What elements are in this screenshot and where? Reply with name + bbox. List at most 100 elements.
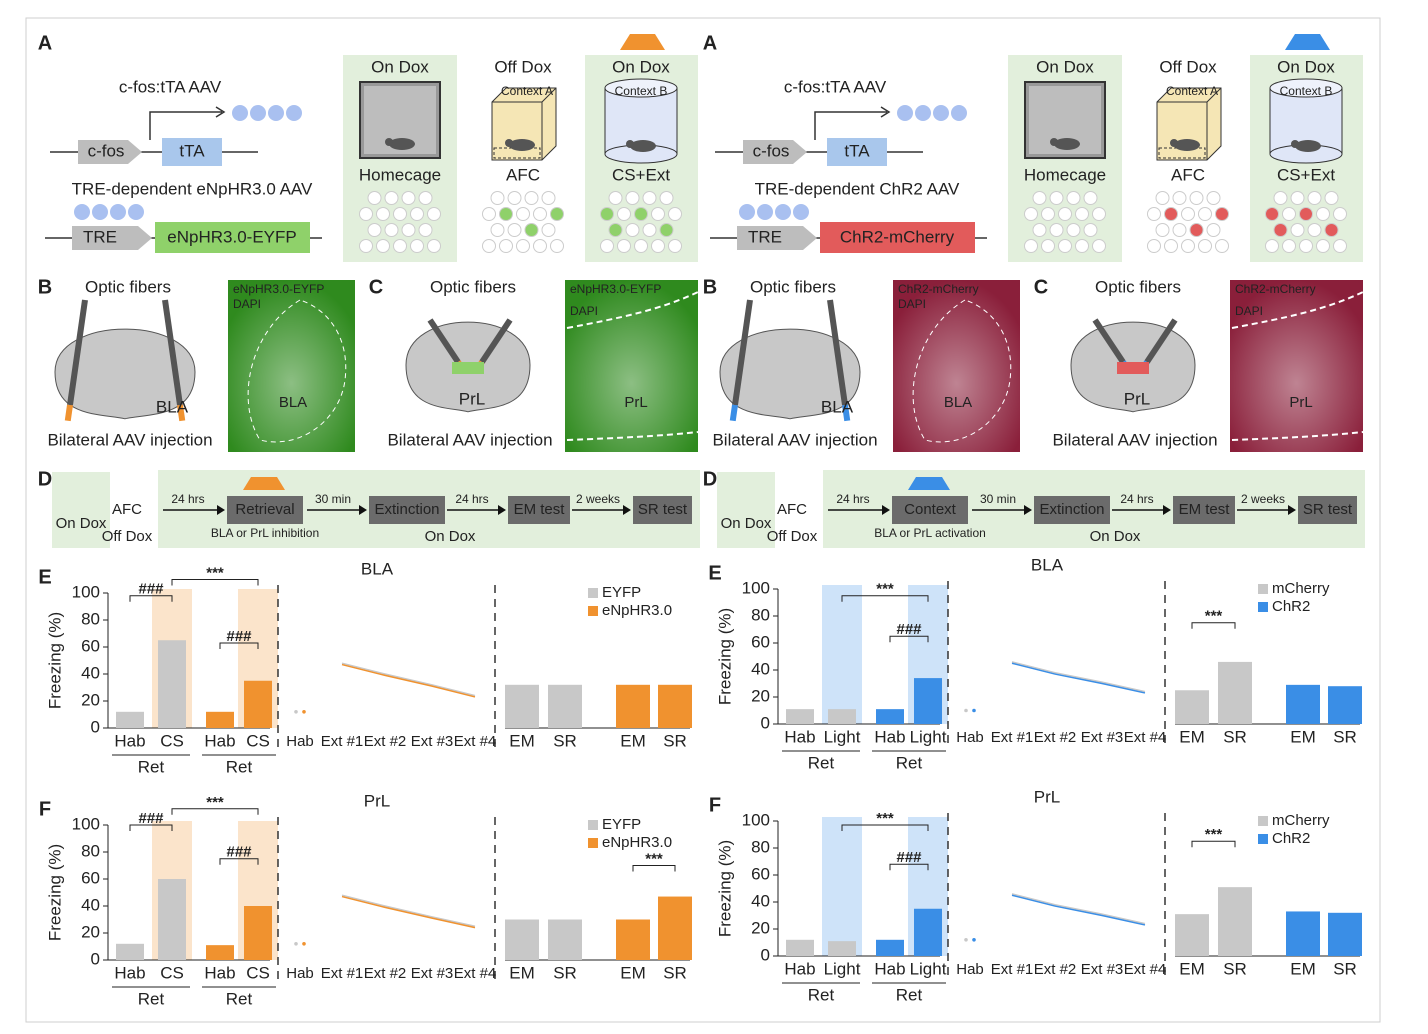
label: EM test: [1179, 501, 1231, 518]
significance: ***: [206, 564, 224, 581]
bar: [206, 711, 234, 728]
bar: [828, 709, 856, 724]
half: Ac-fos:tTA AAV c-fos tTA TRE-dependent eNpH…: [38, 32, 700, 548]
line: [341, 662, 476, 697]
x-tick-label: Hab: [204, 731, 235, 750]
label: EM test: [514, 501, 566, 518]
protein: [915, 105, 931, 121]
group-label: Ret: [226, 989, 253, 1008]
label: AFC: [1171, 165, 1205, 184]
protein: [793, 204, 809, 220]
legend-swatch: [1258, 834, 1268, 844]
x-tick-label: EM: [509, 963, 535, 982]
bar: [876, 709, 904, 724]
bar: [244, 680, 272, 728]
context-a-edge: [492, 87, 557, 160]
fiber-tip: [842, 404, 851, 422]
bar: [1218, 887, 1252, 956]
bar: [158, 640, 186, 728]
label: Bilateral AAV injection: [47, 430, 212, 449]
line: [341, 894, 476, 927]
bar: [116, 943, 144, 960]
label: tTA: [844, 141, 870, 160]
cell: [1198, 207, 1212, 221]
transcription-arrow: [814, 106, 891, 140]
protein: [128, 204, 144, 220]
bar: [658, 684, 692, 728]
x-tick-label: Hab: [956, 729, 984, 746]
x-tick-label: Ext #3: [411, 965, 454, 982]
line: [1011, 893, 1146, 925]
point: [972, 938, 976, 942]
legend-swatch: [588, 606, 598, 616]
cell: [608, 223, 623, 237]
label: BLA or PrL inhibition: [211, 526, 319, 540]
legend-swatch: [1258, 602, 1268, 612]
cell: [1164, 239, 1178, 253]
bar: [505, 684, 539, 728]
y-tick-label: 40: [81, 895, 100, 914]
cell: [1299, 207, 1313, 221]
y-tick-label: 100: [742, 810, 770, 829]
step-box: [369, 496, 445, 524]
label: eNpHR3.0-EYFP: [570, 282, 661, 296]
bar: [914, 678, 942, 724]
point: [302, 710, 306, 714]
light-icon: [243, 477, 285, 490]
half: Ac-fos:tTA AAV c-fos tTA TRE-dependent ChR2…: [703, 32, 1365, 548]
micrograph-glow: [228, 280, 355, 452]
cell: [367, 223, 382, 237]
label: Homecage: [359, 165, 441, 184]
label: Optic fibers: [750, 277, 836, 296]
x-tick-label: SR: [1223, 959, 1247, 978]
cell: [1273, 191, 1288, 205]
cell: [1032, 191, 1047, 205]
promoter: [737, 226, 817, 250]
bracket: [632, 865, 676, 872]
cell: [376, 239, 390, 253]
cell: [625, 223, 640, 237]
cell: [359, 207, 373, 221]
x-tick-label: EM: [1290, 959, 1316, 978]
line: [1011, 661, 1146, 693]
cell: [490, 191, 505, 205]
group-label: Ret: [138, 989, 165, 1008]
cell: [1058, 239, 1072, 253]
cell: [1307, 223, 1322, 237]
cell: [634, 207, 648, 221]
protein: [757, 204, 773, 220]
significance: ###: [226, 628, 252, 645]
cell: [1206, 191, 1221, 205]
label: BLA: [821, 397, 854, 416]
y-tick-label: 60: [81, 636, 100, 655]
cell: [1164, 207, 1178, 221]
label: 24 hrs: [171, 492, 204, 506]
x-tick-label: Ext #2: [364, 733, 407, 750]
legend-label: eNpHR3.0: [602, 834, 672, 851]
label: 2 weeks: [576, 492, 620, 506]
x-tick-label: Hab: [286, 965, 314, 982]
bar: [158, 879, 186, 960]
group-label: Ret: [896, 985, 923, 1004]
cell: [668, 239, 682, 253]
x-tick-label: EM: [1179, 727, 1205, 746]
label: eNpHR3.0-EYFP: [233, 282, 324, 296]
cell: [393, 207, 407, 221]
cell: [617, 207, 631, 221]
cell: [533, 207, 547, 221]
cell: [1324, 191, 1339, 205]
x-tick-label: Hab: [784, 727, 815, 746]
label: D: [38, 468, 52, 490]
micrograph-glow: [565, 280, 698, 452]
x-tick-label: Hab: [114, 731, 145, 750]
cell: [1265, 239, 1279, 253]
light-icon: [620, 34, 665, 50]
cell: [1206, 223, 1221, 237]
label: B: [38, 276, 52, 298]
bar: [1328, 912, 1362, 956]
label: On Dox: [1277, 57, 1335, 76]
x-tick-label: Ext #4: [454, 965, 497, 982]
cell: [550, 207, 564, 221]
label: DAPI: [233, 297, 261, 311]
cell: [1155, 223, 1170, 237]
